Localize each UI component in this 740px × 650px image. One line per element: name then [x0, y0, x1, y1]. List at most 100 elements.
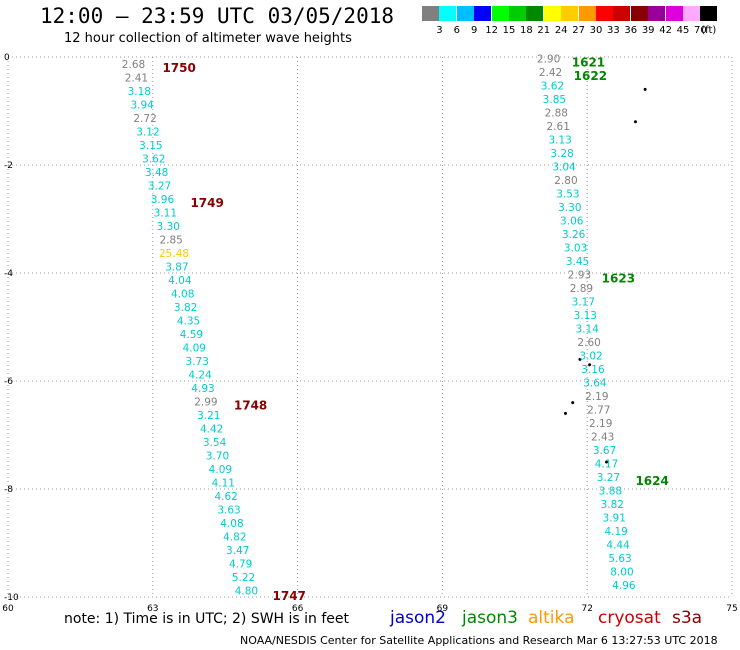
wave-height-label: 3.14: [576, 323, 600, 335]
legend-swatch: [561, 6, 579, 21]
legend-label: 21: [537, 25, 551, 36]
legend-label: 36: [624, 25, 638, 36]
y-tick-label: -8: [4, 485, 13, 495]
legend-label: 42: [659, 25, 672, 36]
y-tick-label: -4: [4, 269, 13, 279]
wave-height-label: 4.62: [214, 491, 237, 503]
satellite-jason3-label: jason3: [462, 608, 518, 628]
legend-label: 18: [520, 25, 533, 36]
wave-height-label: 3.88: [599, 485, 622, 497]
y-tick-label: -6: [4, 377, 13, 387]
wave-height-label: 3.11: [154, 207, 177, 219]
legend-swatch: [665, 6, 683, 21]
wave-height-label: 2.77: [587, 404, 610, 416]
wave-height-label: 3.03: [564, 242, 587, 254]
wave-height-label: 2.88: [545, 107, 568, 119]
wave-height-label: 4.82: [223, 531, 246, 543]
time-label: 1624: [635, 474, 668, 488]
legend-swatch: [543, 6, 561, 21]
legend-label: 6: [453, 25, 460, 36]
wave-height-label: 3.64: [583, 377, 607, 389]
wave-height-label: 3.82: [601, 499, 624, 511]
wave-height-label: 2.61: [547, 121, 570, 133]
legend-label: 12: [485, 25, 498, 36]
wave-height-label: 3.73: [186, 356, 209, 368]
wave-height-label: 3.62: [142, 153, 165, 165]
y-tick-label: -10: [4, 593, 19, 603]
wave-height-label: 4.80: [235, 585, 258, 597]
wave-height-label: 2.19: [585, 391, 608, 403]
satellite-jason2-label: jason2: [390, 608, 446, 628]
wave-height-label: 4.09: [209, 464, 232, 476]
wave-height-label: 3.53: [556, 188, 579, 200]
wave-height-label: 3.21: [197, 410, 220, 422]
wave-height-label: 4.44: [606, 539, 630, 551]
wave-height-label: 4.08: [171, 288, 194, 300]
wave-height-label: 2.43: [591, 431, 614, 443]
legend-swatch: [700, 6, 718, 21]
wave-height-label: 2.68: [122, 59, 145, 71]
wave-height-label: 4.19: [604, 526, 627, 538]
legend-label: 9: [471, 25, 478, 36]
wave-height-label: 2.72: [133, 113, 156, 125]
island-mark: [563, 411, 567, 415]
legend-swatch: [630, 6, 648, 21]
time-label: 1748: [234, 398, 267, 412]
wave-height-label: 3.48: [145, 167, 168, 179]
wave-height-label: 4.59: [180, 329, 203, 341]
legend-swatch: [526, 6, 544, 21]
legend-label: 70: [694, 25, 707, 36]
wave-height-label: 2.89: [570, 283, 593, 295]
wave-height-label: 3.18: [128, 86, 151, 98]
wave-height-label: 4.42: [200, 423, 223, 435]
legend-label: 15: [502, 25, 516, 36]
island-mark: [588, 363, 592, 367]
x-tick-label: 63: [147, 604, 158, 614]
time-label: 1750: [162, 61, 195, 75]
wave-height-label: 3.54: [203, 437, 227, 449]
wave-height-label: 3.17: [572, 296, 595, 308]
legend-swatch: [578, 6, 596, 21]
legend-swatch: [683, 6, 700, 21]
wave-height-label: 3.12: [136, 126, 159, 138]
wave-height-label: 4.24: [188, 369, 212, 381]
time-label: 1622: [574, 69, 607, 83]
wave-height-label: 2.99: [194, 396, 217, 408]
time-label: 1747: [273, 589, 306, 603]
wave-height-label: 3.16: [581, 364, 605, 376]
wave-height-label: 2.60: [577, 337, 600, 349]
wave-height-label: 2.19: [589, 418, 612, 430]
wave-height-label: 4.96: [612, 580, 636, 592]
satellite-altika-label: altika: [528, 608, 575, 628]
wave-height-label: 3.27: [148, 180, 171, 192]
wave-height-label: 3.13: [574, 310, 597, 322]
x-tick-label: 75: [726, 604, 737, 614]
wave-height-label: 2.90: [537, 53, 560, 65]
wave-height-label: 4.17: [595, 458, 618, 470]
wave-height-label: 3.28: [550, 148, 573, 160]
wave-height-label: 2.42: [539, 67, 562, 79]
wave-height-label: 5.22: [232, 572, 255, 584]
legend-swatch: [491, 6, 509, 21]
wave-height-label: 4.35: [177, 315, 200, 327]
wave-height-label: 3.06: [560, 215, 584, 227]
map-title: 12:00 – 23:59 UTC 03/05/2018: [40, 4, 395, 28]
wave-height-label: 4.09: [183, 342, 206, 354]
legend-swatch: [613, 6, 631, 21]
wave-height-label: 4.08: [220, 518, 243, 530]
wave-height-label: 3.45: [566, 256, 589, 268]
wave-height-label: 5.63: [608, 553, 631, 565]
legend-swatch: [456, 6, 474, 21]
wave-height-label: 3.91: [603, 512, 626, 524]
wave-height-label: 8.00: [610, 566, 633, 578]
wave-height-label: 3.85: [543, 94, 566, 106]
legend-unit: (ft): [701, 25, 717, 36]
island-mark: [578, 357, 582, 361]
legend-label: 39: [641, 25, 655, 36]
satellite-s3a-label: s3a: [672, 608, 703, 628]
wave-height-label: 3.02: [579, 350, 602, 362]
credit-line: NOAA/NESDIS Center for Satellite Applica…: [240, 634, 718, 647]
wave-height-label: 4.11: [212, 477, 235, 489]
wave-height-label: 4.04: [168, 275, 192, 287]
